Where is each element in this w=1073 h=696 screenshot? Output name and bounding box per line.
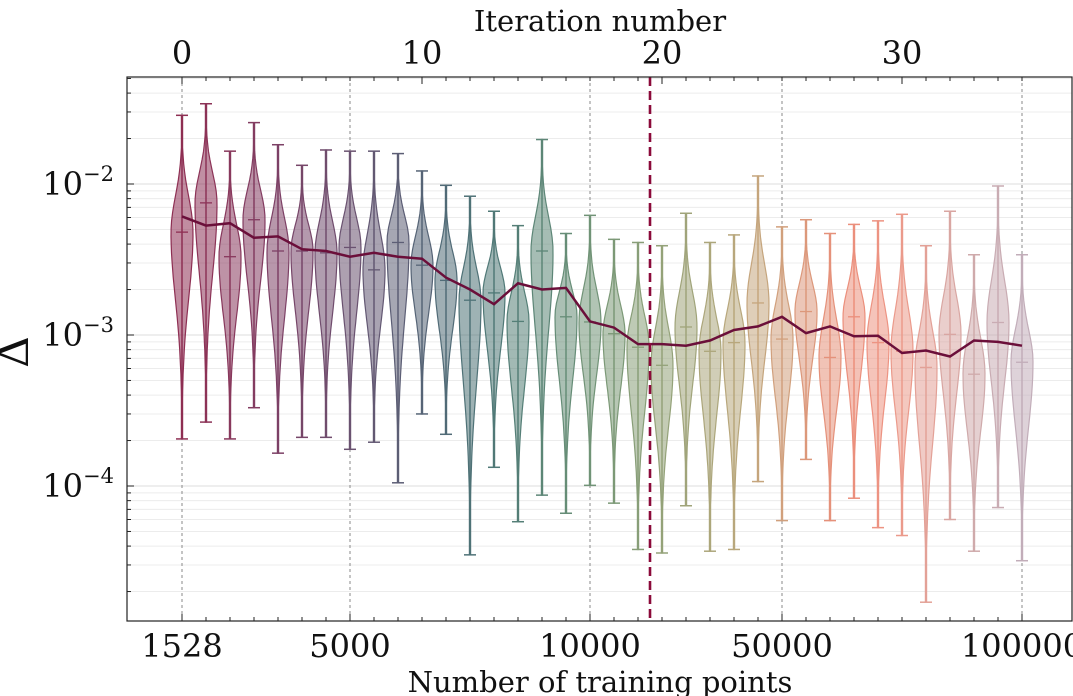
x2-axis-title: Iteration number	[474, 4, 726, 38]
x2-tick-label: 0	[172, 34, 192, 72]
x-tick-label: 50000	[731, 627, 833, 665]
line-layer	[181, 77, 1023, 621]
x-axis-title: Number of training points	[408, 665, 793, 696]
x-tick-label: 100000	[961, 627, 1073, 665]
y-axis-title: Δ	[0, 336, 39, 368]
x2-tick-label: 10	[402, 34, 443, 72]
mean-line	[181, 215, 1023, 358]
x-tick-label: 1528	[141, 627, 222, 665]
x2-tick-label: 30	[882, 34, 923, 72]
plot-frame	[126, 76, 1073, 622]
tick-layer: 1528 5000 10000 50000 100000 0 10 20 30 10−2 10−3 1…	[42, 34, 1073, 665]
x-tick-label: 10000	[539, 627, 641, 665]
x2-tick-label: 20	[642, 34, 683, 72]
y-tick-label: 10−2	[42, 162, 114, 203]
y-tick-label: 10−3	[42, 313, 114, 354]
x-tick-label: 5000	[309, 627, 390, 665]
y-tick-label: 10−4	[42, 464, 114, 505]
